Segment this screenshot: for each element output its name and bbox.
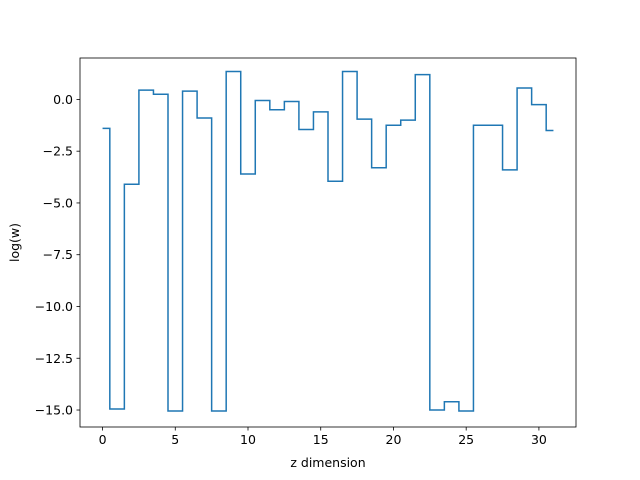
x-tick-label: 5 bbox=[171, 432, 179, 447]
y-tick-label: −10.0 bbox=[35, 299, 73, 314]
y-tick-label: −15.0 bbox=[35, 403, 73, 418]
series-line-0 bbox=[102, 70, 554, 412]
y-tick-label: −5.0 bbox=[43, 195, 73, 210]
x-axis-label: z dimension bbox=[290, 455, 365, 470]
x-tick-label: 25 bbox=[458, 432, 474, 447]
x-tick-label: 20 bbox=[386, 432, 402, 447]
x-tick-label: 30 bbox=[531, 432, 547, 447]
plot-area bbox=[102, 70, 554, 412]
x-tick-label: 15 bbox=[313, 432, 329, 447]
y-tick-label: −12.5 bbox=[35, 351, 73, 366]
x-axis-ticks: 0 5 10 15 20 25 30 bbox=[99, 427, 547, 447]
axes-frame bbox=[79, 57, 577, 428]
y-tick-label: 0.0 bbox=[53, 92, 73, 107]
x-tick-label: 0 bbox=[99, 432, 107, 447]
y-tick-label: −7.5 bbox=[43, 247, 73, 262]
y-axis-label: log(w) bbox=[7, 223, 22, 262]
x-tick-label: 10 bbox=[240, 432, 256, 447]
y-axis-ticks: 0.0 −2.5 −5.0 −7.5 −10.0 −12.5 −15.0 bbox=[35, 92, 80, 418]
y-tick-label: −2.5 bbox=[43, 144, 73, 159]
